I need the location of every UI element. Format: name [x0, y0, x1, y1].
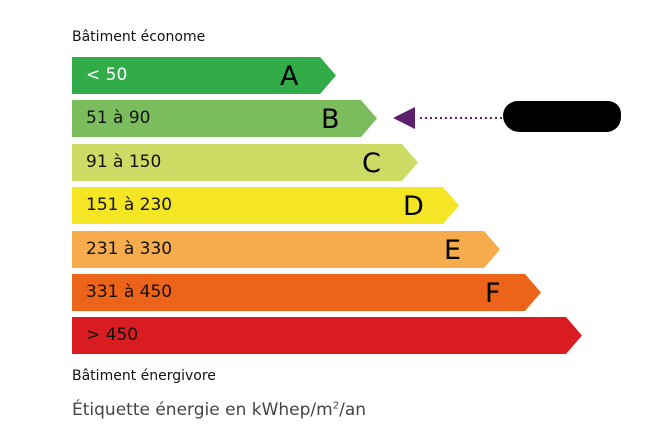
class-letter: A	[280, 61, 299, 92]
class-range: 91 à 150	[86, 152, 162, 172]
energy-class-c: 91 à 150 C	[72, 144, 418, 181]
class-letter: B	[321, 104, 340, 135]
class-letter: E	[444, 235, 462, 266]
caption-text: Étiquette énergie en kWhep/m	[72, 400, 333, 420]
energy-class-a: < 50 A	[72, 57, 336, 94]
caption: Étiquette énergie en kWhep/m2/an	[72, 400, 366, 420]
class-letter: C	[362, 148, 381, 179]
caption-suffix: /an	[339, 400, 367, 420]
class-range: 331 à 450	[86, 282, 173, 302]
class-bar-shape	[72, 100, 377, 137]
energy-class-f: 331 à 450 F	[72, 274, 541, 311]
top-label: Bâtiment économe	[72, 29, 206, 45]
redacted-value	[503, 101, 621, 132]
class-bar-shape	[72, 187, 459, 224]
bottom-label: Bâtiment énergivore	[72, 368, 216, 384]
class-bar-shape	[72, 274, 541, 311]
class-bar-shape	[72, 57, 336, 94]
class-letter: D	[403, 191, 424, 222]
energy-class-e: 231 à 330 E	[72, 231, 500, 268]
class-letter: F	[485, 278, 501, 309]
class-bar-shape	[72, 317, 582, 354]
class-bar-shape	[72, 144, 418, 181]
energy-class-d: 151 à 230 D	[72, 187, 459, 224]
energy-class-g: > 450	[72, 317, 582, 354]
class-range: > 450	[86, 325, 139, 345]
class-range: 51 à 90	[86, 108, 151, 128]
class-range: < 50	[86, 65, 128, 85]
current-class-indicator	[393, 107, 502, 129]
energy-class-b: 51 à 90 B	[72, 100, 377, 137]
class-range: 151 à 230	[86, 195, 173, 215]
class-bar-shape	[72, 231, 500, 268]
class-range: 231 à 330	[86, 239, 173, 259]
indicator-arrow-icon	[393, 107, 415, 129]
caption-superscript: 2	[332, 400, 340, 412]
